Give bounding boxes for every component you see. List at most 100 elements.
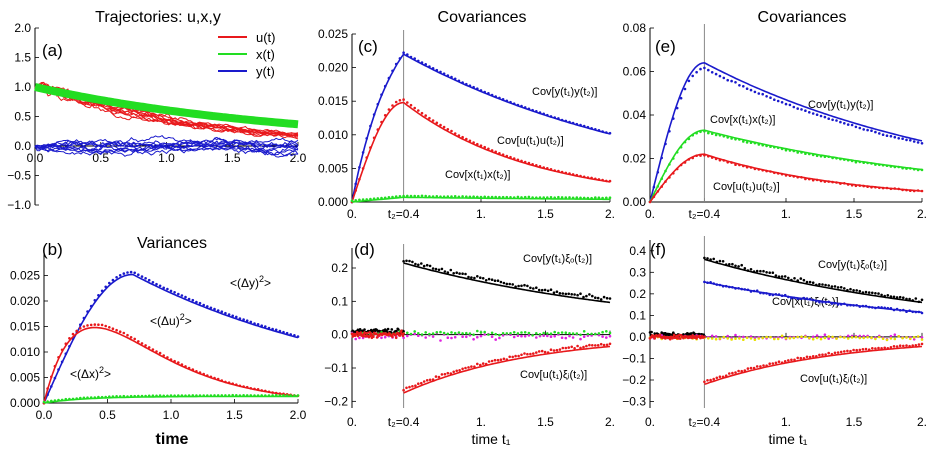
cov-d-u-sim-dot [422,380,426,383]
variance-y-sim-dot [140,275,144,278]
variance-u-sim-dot [108,326,111,329]
cov-d-u-sim-dot [443,372,447,376]
cov-d-y-sim-dot [511,283,514,286]
cov-f-y-sim-dot [728,263,731,266]
cov-f-u-sim-dot [759,365,762,368]
cov-f-y-sim-dot [755,269,759,273]
cov-d-u-line [403,345,611,394]
cov-e-y-sim-dot [788,103,792,107]
cov-c-u-sim-dot [394,100,398,104]
cov-d-noise-green-dot [457,331,461,334]
cov-f-x-sim-dot [839,303,843,306]
variance-y-sim-dot [209,306,213,310]
cov-e-y-sim-dot [765,95,768,98]
cov-e-u-sim-dot [753,167,757,171]
cov-d-y-sim-dot [414,262,417,266]
panel-f-ytick-label: 0.4 [629,244,646,258]
cov-f-u-sim-dot [839,350,843,354]
cov-e-u-sim-dot [742,164,745,168]
cov-d-u-sim-dot [484,362,488,366]
cov-e-y-sim-dot [745,87,749,90]
cov-e-y-sim-dot [897,137,900,140]
cov-d-u-sim-dot [582,345,585,349]
cov-f-noise-magenta-dot [823,333,827,337]
variance-y-line [43,273,299,404]
cov-f-pre-black-dot [689,332,693,335]
cov-d-u-sim-dot [564,346,568,350]
cov-f-u-sim-dot [762,364,765,367]
cov-e-y-sim-dot [691,74,694,78]
variance-u-sim-dot [133,337,136,341]
cov-c-u-sim-dot [505,154,509,158]
panel-c-title: Covariances [438,9,527,26]
cov-e-y-sim-dot [792,105,796,109]
cov-c-x-sim-dot [468,195,472,199]
variance-u-sim-dot [238,384,242,388]
cov-e-u-sim-dot [897,187,900,191]
cov-d-y-sim-dot [479,276,482,280]
variance-u-sim-dot [184,365,187,368]
cov-c-y-sim-dot [571,121,575,125]
cov-f-noise-yellow-dot [718,337,722,340]
cov-f-noise-yellow-dot [738,337,741,340]
cov-e-u-sim-dot [757,168,761,171]
cov-f-u-sim-dot [914,344,918,347]
cov-d-y-sim-dot [514,285,517,289]
cov-f-noise-yellow-dot [889,337,893,340]
cov-d-noise-green-dot [571,332,575,335]
cov-f-x-sim-dot [858,305,862,308]
cov-e-u-sim-dot [796,175,799,179]
cov-f-noise-yellow-dot [773,337,776,341]
variance-u-sim-dot [198,371,202,374]
cov-f-u-sim-dot [861,348,865,351]
cov-d-noise-magenta-dot [402,336,405,340]
cov-c-u-sim-dot [546,167,549,170]
variance-y-sim-dot [166,287,169,291]
cov-e-y-sim-dot [660,156,663,160]
variance-x-sim-dot [122,394,126,398]
cov-d-u-sim-dot [573,347,576,350]
cov-c-y-sim-dot [369,124,372,128]
panel-b-xtick-label: 1.0 [163,408,180,422]
cov-f-x-sim-dot [920,311,924,315]
cov-f-x-sim [703,280,924,315]
cov-f-x-sim-dot [905,310,908,314]
cov-c-u-sim-dot [586,176,590,179]
cov-c-x-sim-dot [597,196,601,199]
cov-e-x-sim-dot [854,160,858,164]
cov-c-y-sim-dot [383,84,387,88]
panel-d-xtick-label: 1. [476,415,486,429]
trajectory-y [34,139,299,157]
panel-f: (f) time t₁ Cov[y(t₁)ξₒ(t₂)] Cov[x(t₁)ξᵢ… [650,240,887,447]
cov-e-x-sim-dot [912,168,916,171]
cov-f-y-sim-dot [818,283,821,286]
cov-e-x-sim-dot [866,161,869,165]
cov-d-noise-green-dot [557,331,560,335]
cov-e-y-sim-dot [804,109,807,112]
cov-f-noise-yellow-dot [749,337,753,340]
cov-f-y-sim-dot [765,271,768,274]
cov-d-noise-green-dot [546,332,549,335]
panel-f-ytick-label: 0.2 [629,287,646,301]
cov-f-y-sim-dot [721,260,725,263]
variance-y-sim-dot [129,270,133,274]
cov-e-u-sim-dot [769,170,772,173]
cov-d-noise-green-dot [549,332,553,336]
cov-f-x-sim-dot [811,298,815,302]
cov-c-y-sim-dot [394,62,398,66]
cov-f-x-sim-dot [715,283,719,286]
cov-e-y-sim-dot [761,92,764,96]
panel-d-xlabel: time t₁ [472,431,511,447]
cov-f-x-sim-dot [833,301,837,305]
variance-x-sim-dot [282,394,285,397]
variance-x-sim-dot [158,394,162,397]
cov-d-y-sim-dot [487,277,491,281]
cov-d-y-sim-dot [496,279,500,283]
cov-d-y-sim-dot [437,268,441,272]
cov-e-y-sim-dot [889,134,893,138]
cov-f-u-sim-dot [846,349,849,353]
variance-u-sim-dot [151,348,155,351]
cov-f-noise-yellow-dot [757,337,761,340]
cov-f-x-sim-dot [843,302,846,306]
cov-d-pre-black-dot [386,327,390,331]
